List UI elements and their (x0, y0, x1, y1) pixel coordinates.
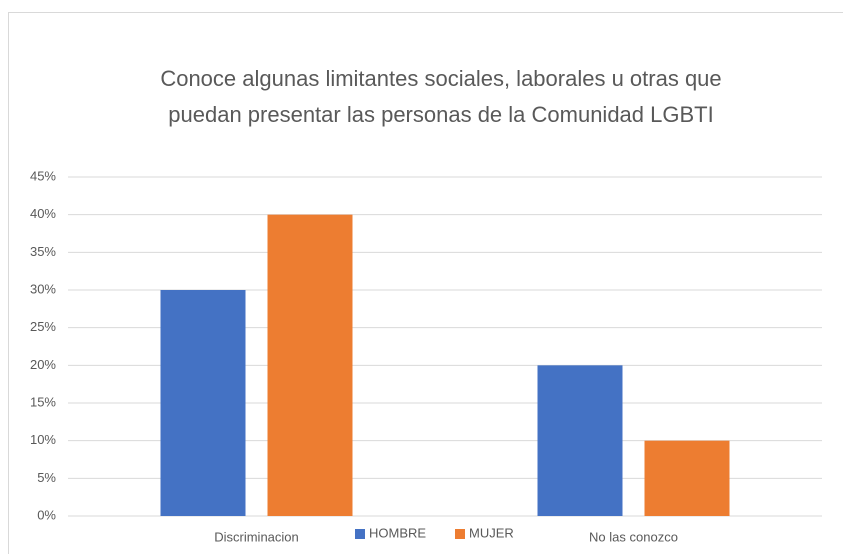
chart-title: puedan presentar las personas de la Comu… (168, 102, 713, 127)
bar (160, 290, 246, 516)
x-tick-label: No las conozco (589, 529, 678, 544)
x-tick-label: Discriminacion (214, 529, 299, 544)
y-tick-label: 0% (37, 507, 56, 522)
bar (267, 214, 353, 516)
bar (537, 365, 623, 516)
y-tick-label: 20% (30, 357, 56, 372)
y-tick-label: 35% (30, 244, 56, 259)
y-tick-label: 5% (37, 470, 56, 485)
legend-swatch (355, 529, 365, 539)
legend-label: MUJER (469, 525, 514, 540)
y-tick-label: 30% (30, 281, 56, 296)
y-tick-label: 45% (30, 168, 56, 183)
legend-swatch (455, 529, 465, 539)
y-tick-label: 40% (30, 206, 56, 221)
bar (644, 440, 730, 516)
y-tick-label: 15% (30, 394, 56, 409)
y-tick-label: 10% (30, 432, 56, 447)
legend-label: HOMBRE (369, 525, 426, 540)
chart-title: Conoce algunas limitantes sociales, labo… (160, 66, 721, 91)
y-tick-label: 25% (30, 319, 56, 334)
